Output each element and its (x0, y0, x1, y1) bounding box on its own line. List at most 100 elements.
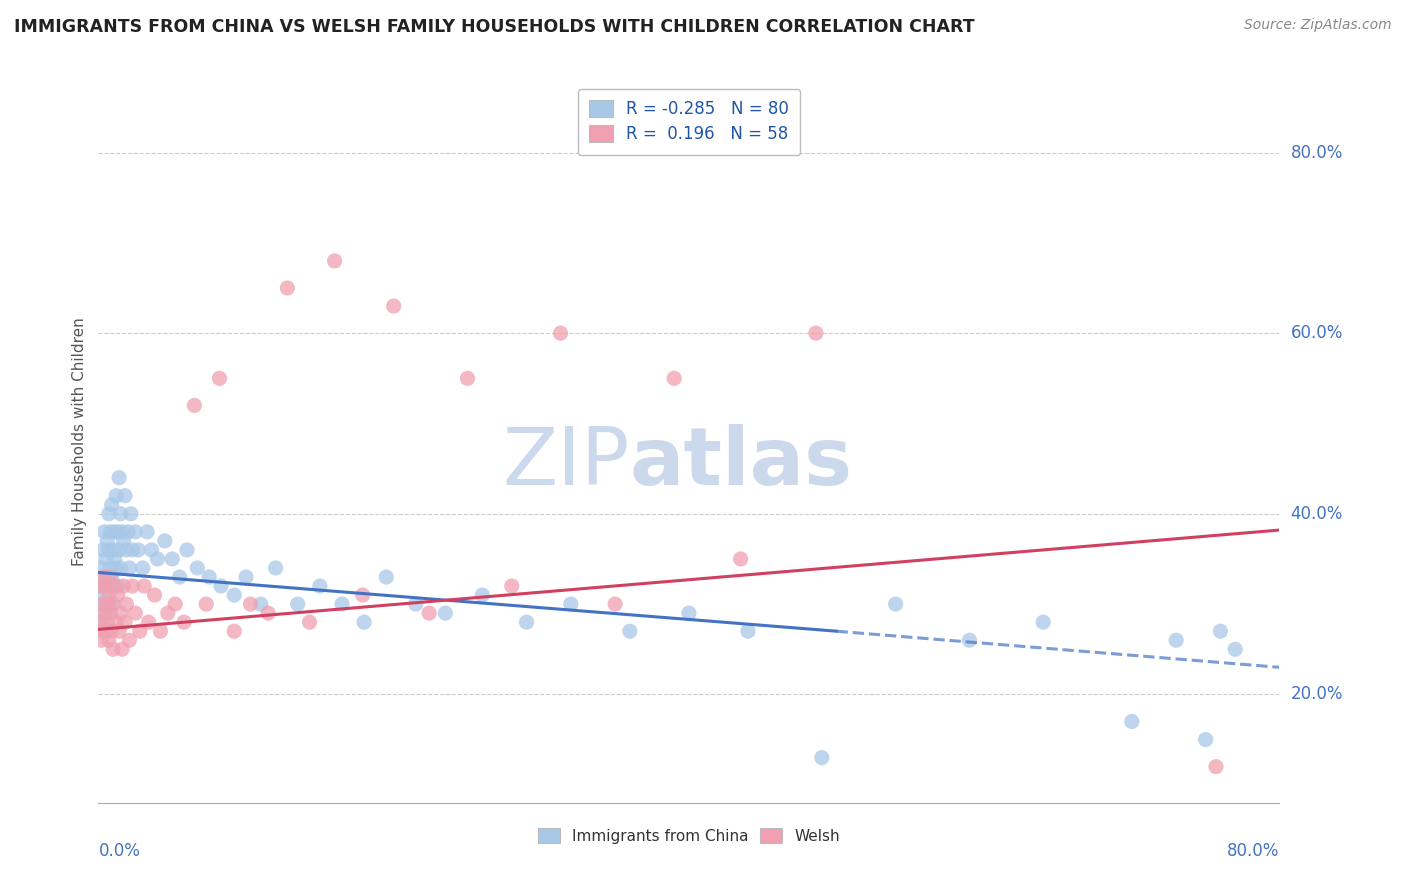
Point (91, 597, 114, 611)
Text: ZIP: ZIP (502, 425, 630, 502)
Point (353, 615, 375, 630)
Point (100, 624, 122, 639)
Point (737, 624, 759, 639)
Point (120, 507, 142, 521)
Point (209, 579, 232, 593)
Point (96, 597, 118, 611)
Point (198, 570, 221, 584)
Point (108, 624, 131, 639)
Point (1166, 633, 1188, 648)
Point (110, 561, 132, 575)
Text: 80.0%: 80.0% (1227, 842, 1279, 860)
Point (90, 633, 112, 648)
Point (96, 597, 118, 611)
Point (93, 606, 115, 620)
Point (118, 561, 141, 575)
Point (678, 606, 700, 620)
Point (115, 597, 138, 611)
Text: 60.0%: 60.0% (1291, 324, 1343, 343)
Point (162, 552, 183, 566)
Point (309, 579, 332, 593)
Point (112, 533, 135, 548)
Point (250, 597, 273, 611)
Point (1205, 760, 1227, 774)
Point (91, 570, 114, 584)
Point (176, 542, 198, 557)
Point (239, 597, 262, 611)
Point (97, 588, 120, 602)
Point (235, 570, 257, 584)
Point (128, 624, 150, 639)
Text: IMMIGRANTS FROM CHINA VS WELSH FAMILY HOUSEHOLDS WITH CHILDREN CORRELATION CHART: IMMIGRANTS FROM CHINA VS WELSH FAMILY HO… (14, 18, 974, 36)
Point (141, 542, 163, 557)
Point (330, 597, 353, 611)
Point (124, 524, 146, 539)
Point (153, 533, 176, 548)
Point (959, 633, 981, 648)
Point (169, 570, 191, 584)
Point (434, 606, 457, 620)
Point (382, 299, 405, 313)
Point (287, 597, 309, 611)
Point (90, 615, 112, 630)
Point (224, 624, 246, 639)
Point (298, 615, 321, 630)
Point (884, 597, 907, 611)
Point (111, 642, 134, 657)
Point (91, 542, 114, 557)
Point (98, 597, 121, 611)
Point (98, 570, 121, 584)
Point (90, 561, 112, 575)
Text: atlas: atlas (630, 425, 853, 502)
Point (173, 615, 195, 630)
Point (115, 542, 138, 557)
Point (323, 253, 346, 268)
Point (107, 588, 129, 602)
Point (97, 507, 120, 521)
Text: 40.0%: 40.0% (1291, 505, 1343, 523)
Point (224, 588, 246, 602)
Point (457, 371, 479, 385)
Point (107, 579, 129, 593)
Point (103, 597, 125, 611)
Point (195, 597, 218, 611)
Point (89, 579, 111, 593)
Point (104, 524, 127, 539)
Point (276, 281, 298, 295)
Point (89, 615, 111, 630)
Point (96, 615, 118, 630)
Legend: Immigrants from China, Welsh: Immigrants from China, Welsh (529, 819, 849, 853)
Point (208, 371, 231, 385)
Point (257, 606, 280, 620)
Point (97, 542, 120, 557)
Point (375, 570, 398, 584)
Point (98, 524, 121, 539)
Point (94, 579, 117, 593)
Point (352, 588, 374, 602)
Point (810, 750, 832, 764)
Point (138, 615, 160, 630)
Point (108, 542, 131, 557)
Point (117, 524, 139, 539)
Point (90, 579, 112, 593)
Point (501, 579, 523, 593)
Text: Source: ZipAtlas.com: Source: ZipAtlas.com (1244, 18, 1392, 32)
Point (97, 579, 120, 593)
Point (664, 371, 686, 385)
Point (100, 498, 122, 512)
Point (93, 588, 115, 602)
Y-axis label: Family Households with Children: Family Households with Children (72, 318, 87, 566)
Point (149, 624, 172, 639)
Point (104, 552, 127, 566)
Point (516, 615, 538, 630)
Point (121, 579, 143, 593)
Point (418, 606, 440, 620)
Point (186, 561, 208, 575)
Point (127, 542, 149, 557)
Point (91, 597, 114, 611)
Point (1195, 732, 1218, 747)
Point (471, 588, 494, 602)
Point (605, 597, 627, 611)
Point (1209, 624, 1232, 639)
Point (165, 597, 187, 611)
